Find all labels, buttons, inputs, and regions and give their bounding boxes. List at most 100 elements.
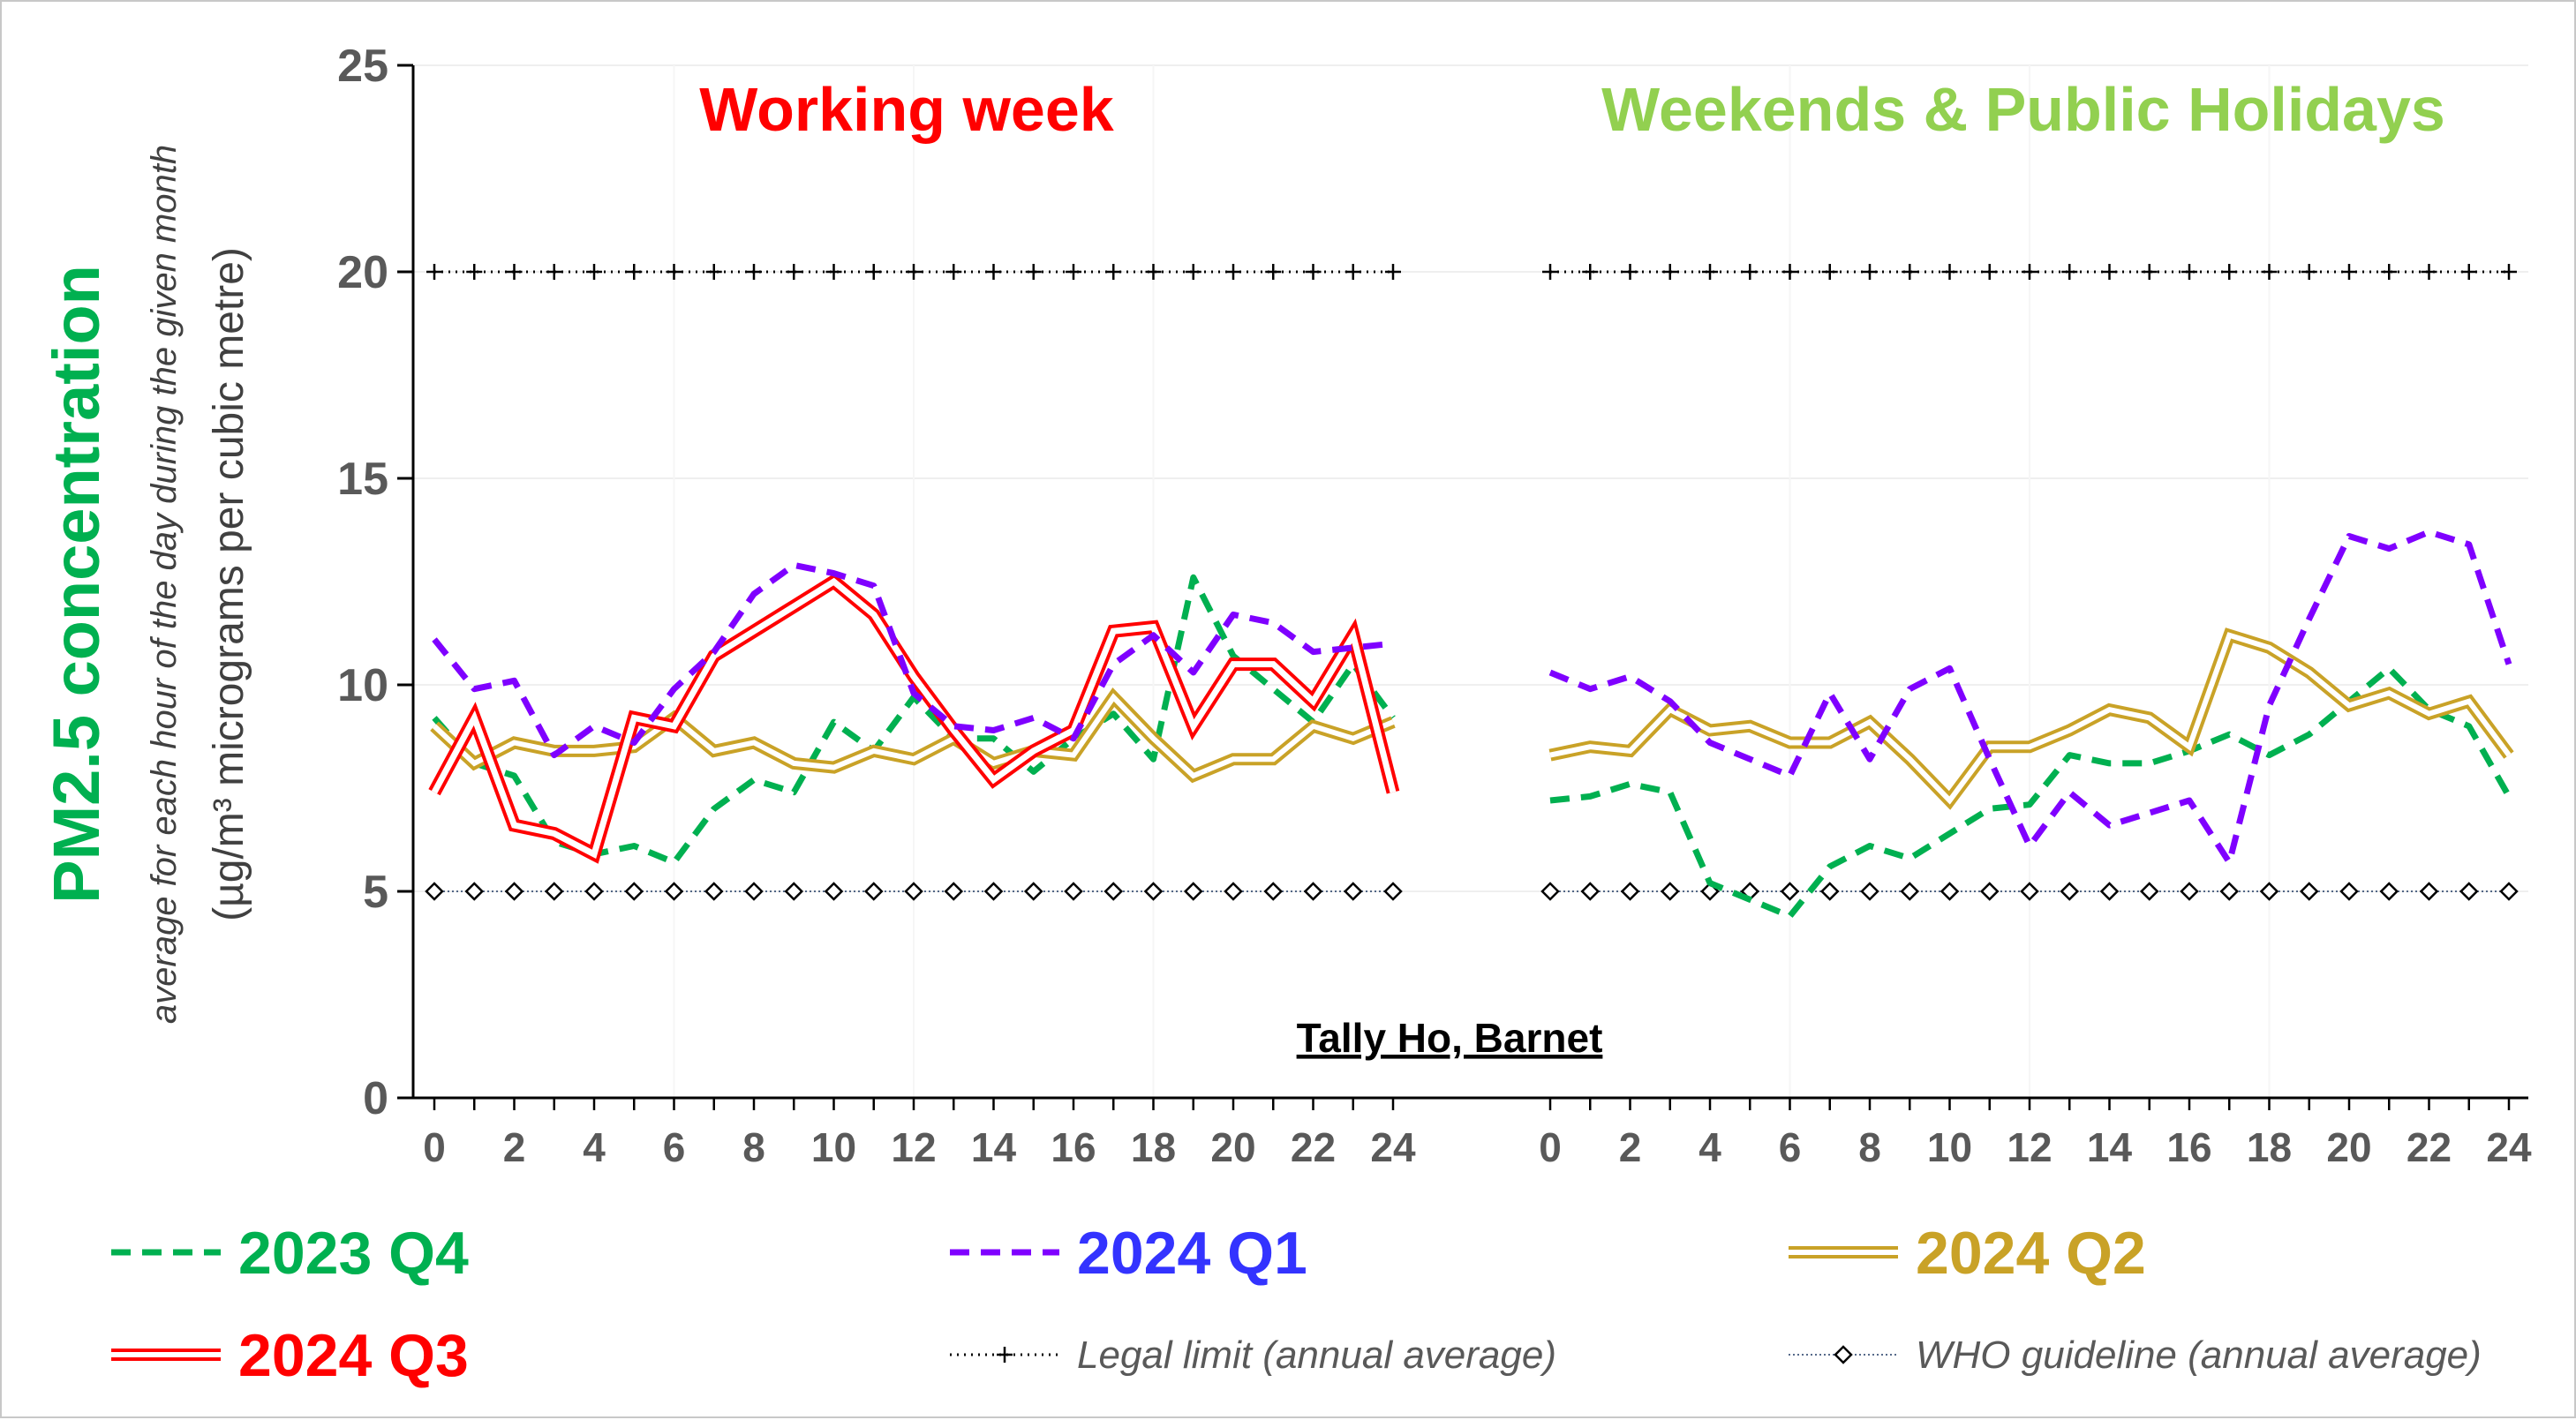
who-guideline-marker: [1660, 882, 1680, 901]
legend-label: 2024 Q1: [1077, 1220, 1307, 1287]
who-guideline-marker: [1900, 882, 1920, 901]
legend-label: 2023 Q4: [238, 1220, 469, 1287]
x-tick-label: 8: [742, 1124, 765, 1170]
y-tick-label: 10: [337, 660, 388, 711]
who-guideline-marker: [664, 882, 684, 901]
who-guideline-marker: [824, 882, 844, 901]
panel-title-2: Weekends & Public Holidays: [1601, 75, 2445, 144]
x-tick-label: 22: [1291, 1124, 1336, 1170]
x-tick-label: 4: [583, 1124, 606, 1170]
y-tick-label: 5: [363, 867, 388, 918]
who-guideline-marker: [1979, 882, 2000, 901]
who-guideline-marker: [2219, 882, 2240, 901]
x-tick-label: 2: [503, 1124, 526, 1170]
x-tick-label: 18: [1131, 1124, 1176, 1170]
legend: 2023 Q4 2024 Q1 2024 Q2 2024 Q3 Legal limit …: [111, 1220, 2482, 1389]
y-axis-subtitle: average for each hour of the day during …: [145, 145, 184, 1024]
legend-item-legal-limit-annual-average-: Legal limit (annual average): [950, 1334, 1556, 1377]
who-guideline-marker: [2099, 882, 2120, 901]
who-guideline-marker: [1780, 882, 1800, 901]
who-guideline-marker: [1860, 882, 1879, 901]
x-tick-label: 24: [1370, 1124, 1416, 1170]
legend-item-2023-q4: 2023 Q4: [111, 1220, 469, 1287]
x-tick-label: 22: [2407, 1124, 2452, 1170]
who-guideline-marker: [2180, 882, 2199, 901]
series-2024-q3-panel-1-inner: [431, 577, 1397, 859]
who-guideline-marker: [584, 882, 604, 901]
who-guideline-marker: [1143, 882, 1164, 901]
who-guideline-marker: [2339, 882, 2359, 901]
who-guideline-marker: [1383, 882, 1403, 901]
who-guideline-marker: [2499, 882, 2519, 901]
y-tick-label: 20: [337, 247, 388, 298]
who-guideline-marker: [1834, 1345, 1853, 1364]
who-guideline-marker: [1620, 882, 1640, 901]
series-2024-q2-panel-1-inner: [432, 693, 1395, 779]
who-guideline-marker: [425, 882, 444, 901]
legend-item-2024-q3: 2024 Q3: [111, 1322, 469, 1389]
who-guideline-marker: [2419, 882, 2439, 901]
who-guideline-marker: [1224, 882, 1243, 901]
y-tick-label: 0: [363, 1073, 388, 1124]
who-guideline-marker: [1103, 882, 1124, 901]
series-2024-q1-panel-1: [432, 561, 1394, 759]
reference-lines: [425, 264, 2519, 901]
legend-label: 2024 Q3: [238, 1322, 469, 1389]
who-guideline-marker: [544, 882, 564, 901]
y-axis-units: (µg/m³ micrograms per cubic metre): [206, 247, 252, 921]
who-guideline-marker: [1263, 882, 1284, 901]
who-guideline-marker: [1343, 882, 1363, 901]
who-guideline-marker: [1940, 882, 1960, 901]
who-guideline-marker: [1819, 882, 1840, 901]
legend-label: 2024 Q2: [1916, 1220, 2146, 1287]
grid-layer: [413, 64, 2528, 1098]
who-guideline-marker: [1064, 882, 1083, 901]
who-guideline-marker: [1023, 882, 1043, 901]
who-guideline-marker: [2139, 882, 2159, 901]
x-tick-label: 10: [811, 1124, 856, 1170]
who-guideline-marker: [744, 882, 764, 901]
who-guideline-marker: [2020, 882, 2039, 901]
who-guideline-marker: [863, 882, 884, 901]
who-guideline-marker: [944, 882, 964, 901]
x-tick-label: 14: [2087, 1124, 2133, 1170]
x-tick-label: 0: [423, 1124, 446, 1170]
x-tick-label: 14: [971, 1124, 1017, 1170]
x-tick-label: 16: [2166, 1124, 2211, 1170]
x-tick-label: 20: [2326, 1124, 2371, 1170]
who-guideline-marker: [983, 882, 1004, 901]
x-tick-label: 12: [2007, 1124, 2052, 1170]
who-guideline-marker: [2459, 882, 2479, 901]
legend-label: Legal limit (annual average): [1077, 1334, 1556, 1377]
x-tick-label: 24: [2486, 1124, 2532, 1170]
who-guideline-marker: [1540, 882, 1560, 901]
who-guideline-marker: [2299, 882, 2319, 901]
who-guideline-marker: [2060, 882, 2080, 901]
location-label: Tally Ho, Barnet: [1297, 1015, 1603, 1061]
y-axis-title: PM2.5 concentration: [40, 265, 113, 904]
x-tick-label: 18: [2247, 1124, 2292, 1170]
who-guideline-marker: [784, 882, 804, 901]
who-guideline-marker: [624, 882, 644, 901]
who-guideline-marker: [2259, 882, 2279, 901]
who-guideline-marker: [464, 882, 485, 901]
x-tick-label: 20: [1210, 1124, 1255, 1170]
who-guideline-marker: [1303, 882, 1323, 901]
who-guideline-marker: [2379, 882, 2399, 901]
x-tick-label: 10: [1927, 1124, 1972, 1170]
x-tick-label: 0: [1539, 1124, 1562, 1170]
x-tick-label: 8: [1858, 1124, 1881, 1170]
series-layer: [428, 529, 2514, 920]
legend-item-who-guideline-annual-average-: WHO guideline (annual average): [1789, 1334, 2482, 1377]
who-guideline-marker: [904, 882, 923, 901]
panel-title-1: Working week: [699, 75, 1113, 144]
who-guideline-marker: [1183, 882, 1203, 901]
who-guideline-marker: [1580, 882, 1601, 901]
x-tick-label: 6: [1779, 1124, 1802, 1170]
legend-label: WHO guideline (annual average): [1916, 1334, 2482, 1377]
who-guideline-marker: [704, 882, 724, 901]
axes-layer: [397, 64, 2528, 1110]
y-tick-label: 15: [337, 454, 388, 505]
who-guideline-marker: [504, 882, 524, 901]
